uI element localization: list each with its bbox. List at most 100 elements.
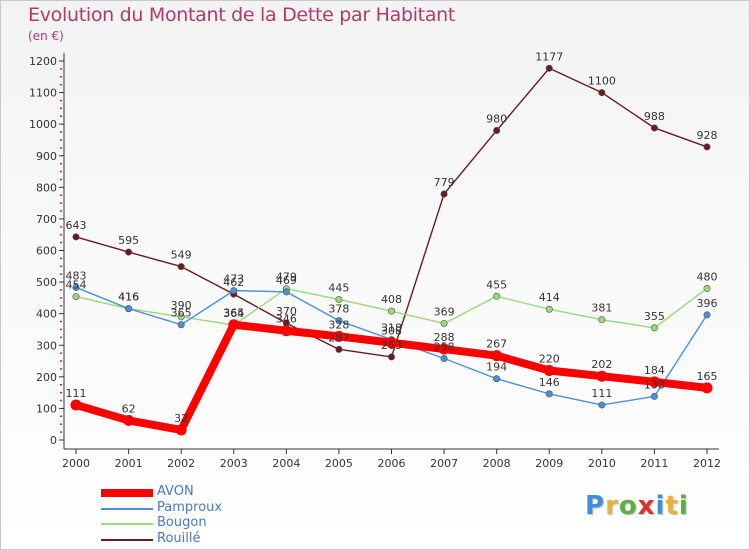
data-label: 220 [539, 353, 560, 366]
data-point [545, 390, 553, 398]
data-label: 483 [66, 269, 87, 282]
data-point [703, 284, 711, 292]
data-label: 365 [171, 307, 192, 320]
data-point [123, 414, 135, 426]
data-label: 396 [697, 297, 718, 310]
data-label: 62 [122, 402, 136, 415]
data-point [493, 126, 501, 134]
data-label: 138 [644, 378, 665, 391]
data-label: 258 [434, 341, 455, 354]
proxiti-logo: Proxiti [585, 491, 689, 521]
data-label: 454 [66, 279, 87, 292]
data-point [543, 365, 555, 377]
data-point [70, 399, 82, 411]
data-label: 479 [276, 271, 297, 284]
data-label: 390 [171, 299, 192, 312]
data-point [125, 248, 133, 256]
data-point [703, 311, 711, 319]
data-point [701, 382, 713, 394]
data-label: 779 [434, 176, 455, 189]
x-tick-label: 2003 [220, 457, 248, 470]
x-tick-label: 2008 [483, 457, 511, 470]
chart-title: Evolution du Montant de la Dette par Hab… [28, 4, 456, 26]
data-label: 32 [174, 412, 188, 425]
data-point [72, 293, 80, 301]
data-label: 165 [697, 370, 718, 383]
data-point [598, 89, 606, 97]
data-label: 194 [486, 361, 507, 374]
data-label: 988 [644, 110, 665, 123]
data-label: 365 [223, 307, 244, 320]
data-point [125, 305, 133, 313]
data-label: 355 [644, 310, 665, 323]
y-tick-label: 1100 [29, 87, 57, 100]
legend-label: Rouillé [157, 530, 201, 546]
y-tick-label: 600 [36, 245, 57, 258]
data-point [650, 324, 658, 332]
y-tick-label: 500 [36, 276, 57, 289]
data-label: 980 [486, 112, 507, 125]
data-point [491, 350, 503, 362]
legend-label: AVON [157, 484, 194, 499]
data-label: 928 [697, 129, 718, 142]
data-label: 267 [486, 338, 507, 351]
data-point [438, 343, 450, 355]
y-tick-label: 100 [36, 402, 57, 415]
data-point [545, 64, 553, 72]
data-point [703, 143, 711, 151]
data-point [387, 353, 395, 361]
data-label: 369 [434, 305, 455, 318]
legend-label: Pamproux [157, 499, 223, 515]
x-tick-label: 2001 [115, 457, 143, 470]
data-label: 111 [66, 387, 87, 400]
data-point [596, 370, 608, 382]
data-label: 595 [118, 234, 139, 247]
data-point [545, 305, 553, 313]
data-point [440, 190, 448, 198]
y-tick-label: 1000 [29, 118, 57, 131]
legend-swatch [101, 523, 153, 525]
legend-swatch [101, 538, 153, 541]
data-label: 1100 [588, 75, 616, 88]
y-tick-label: 800 [36, 181, 57, 194]
data-point [648, 376, 660, 388]
data-label: 287 [328, 331, 349, 344]
data-point [335, 317, 343, 325]
data-label: 370 [276, 305, 297, 318]
x-tick-label: 2006 [378, 457, 406, 470]
data-label: 455 [486, 278, 507, 291]
legend-swatch [101, 507, 153, 510]
legend-swatch [101, 489, 153, 497]
x-tick-label: 2002 [167, 457, 195, 470]
data-label: 318 [381, 322, 402, 335]
data-label: 408 [381, 293, 402, 306]
data-point [650, 124, 658, 132]
data-label: 1177 [535, 50, 563, 63]
x-tick-label: 2010 [588, 457, 616, 470]
data-point [650, 392, 658, 400]
data-label: 111 [591, 387, 612, 400]
data-label: 378 [328, 303, 349, 316]
data-label: 288 [434, 331, 455, 344]
x-tick-label: 2012 [693, 457, 721, 470]
data-point [230, 287, 238, 295]
data-point [440, 355, 448, 363]
data-label: 146 [539, 376, 560, 389]
data-point [177, 313, 185, 321]
data-label: 643 [66, 219, 87, 232]
data-label: 414 [539, 291, 560, 304]
data-point [72, 283, 80, 291]
data-point [598, 401, 606, 409]
data-label: 328 [328, 318, 349, 331]
data-label: 445 [328, 281, 349, 294]
data-point [493, 375, 501, 383]
data-label: 263 [381, 339, 402, 352]
data-label: 381 [591, 302, 612, 315]
data-point [335, 345, 343, 353]
data-point [598, 316, 606, 324]
data-point [175, 424, 187, 436]
x-tick-label: 2011 [640, 457, 668, 470]
y-tick-label: 300 [36, 339, 57, 352]
data-label: 480 [697, 270, 718, 283]
